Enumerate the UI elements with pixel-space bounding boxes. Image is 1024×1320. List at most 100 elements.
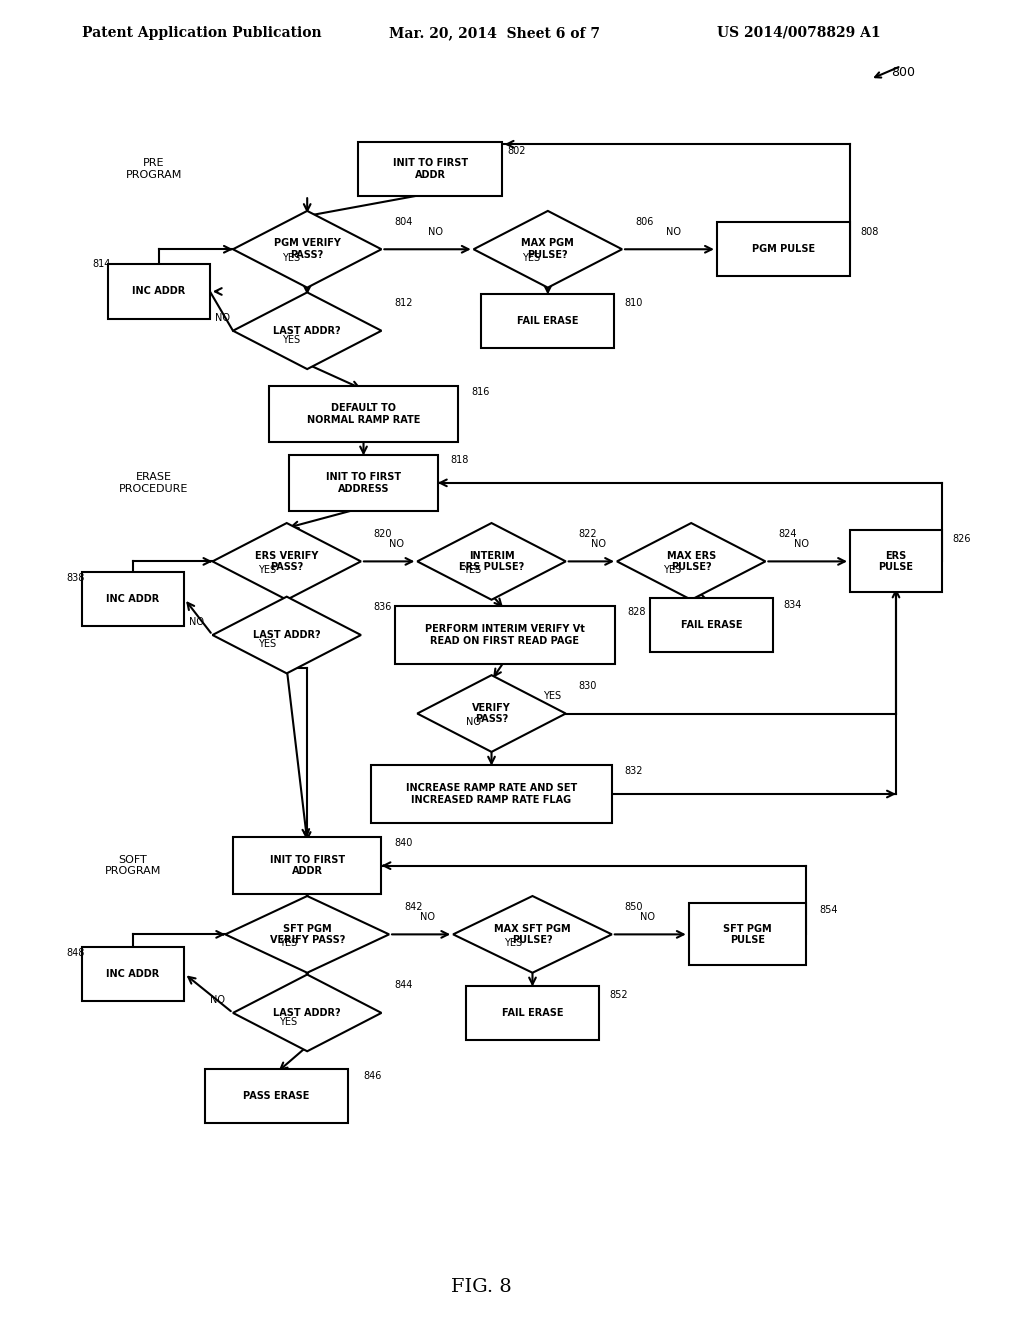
Text: VERIFY
PASS?: VERIFY PASS? [472, 702, 511, 725]
Text: NO: NO [389, 539, 404, 549]
Text: INC ADDR: INC ADDR [132, 286, 185, 297]
Text: 848: 848 [67, 948, 85, 958]
Polygon shape [453, 896, 612, 973]
Text: NO: NO [466, 717, 481, 727]
FancyBboxPatch shape [82, 946, 184, 1001]
Text: 816: 816 [471, 387, 489, 396]
Text: 852: 852 [609, 990, 628, 1001]
Text: YES: YES [463, 565, 481, 576]
Text: 834: 834 [783, 599, 802, 610]
Text: 806: 806 [635, 216, 653, 227]
Text: DEFAULT TO
NORMAL RAMP RATE: DEFAULT TO NORMAL RAMP RATE [307, 404, 420, 425]
Text: 838: 838 [67, 573, 85, 583]
Text: 822: 822 [579, 529, 597, 539]
Text: 814: 814 [92, 259, 111, 269]
Text: 810: 810 [625, 298, 643, 308]
Text: YES: YES [522, 253, 541, 263]
FancyBboxPatch shape [358, 141, 502, 195]
Text: US 2014/0078829 A1: US 2014/0078829 A1 [717, 26, 881, 40]
Text: PGM PULSE: PGM PULSE [752, 244, 815, 255]
Text: INCREASE RAMP RATE AND SET
INCREASED RAMP RATE FLAG: INCREASE RAMP RATE AND SET INCREASED RAM… [406, 783, 578, 805]
Text: YES: YES [258, 639, 276, 649]
Text: INIT TO FIRST
ADDR: INIT TO FIRST ADDR [269, 855, 345, 876]
FancyBboxPatch shape [395, 606, 614, 664]
Text: YES: YES [663, 565, 681, 576]
Text: NO: NO [428, 227, 442, 236]
Polygon shape [225, 896, 389, 973]
Text: Mar. 20, 2014  Sheet 6 of 7: Mar. 20, 2014 Sheet 6 of 7 [389, 26, 600, 40]
Text: PERFORM INTERIM VERIFY Vt
READ ON FIRST READ PAGE: PERFORM INTERIM VERIFY Vt READ ON FIRST … [425, 624, 585, 645]
FancyBboxPatch shape [82, 572, 184, 626]
FancyBboxPatch shape [205, 1069, 348, 1123]
Text: MAX SFT PGM
PULSE?: MAX SFT PGM PULSE? [495, 924, 570, 945]
Polygon shape [232, 974, 381, 1051]
FancyBboxPatch shape [108, 264, 210, 318]
Polygon shape [616, 523, 766, 599]
Polygon shape [418, 675, 565, 752]
Text: NO: NO [420, 912, 435, 921]
Text: 812: 812 [394, 298, 413, 308]
Polygon shape [232, 211, 381, 288]
Text: 824: 824 [778, 529, 797, 539]
FancyBboxPatch shape [850, 531, 942, 593]
FancyBboxPatch shape [650, 598, 773, 652]
Text: INTERIM
ERS PULSE?: INTERIM ERS PULSE? [459, 550, 524, 572]
Text: YES: YES [279, 1016, 297, 1027]
Text: 832: 832 [625, 767, 643, 776]
Text: MAX PGM
PULSE?: MAX PGM PULSE? [521, 239, 574, 260]
Text: 818: 818 [451, 455, 469, 465]
Text: 842: 842 [404, 902, 423, 912]
Text: NO: NO [210, 995, 225, 1005]
Text: YES: YES [504, 939, 522, 948]
Polygon shape [213, 523, 361, 599]
Polygon shape [213, 597, 361, 673]
Text: ERASE
PROCEDURE: ERASE PROCEDURE [119, 473, 188, 494]
Text: 804: 804 [394, 216, 413, 227]
Text: NO: NO [592, 539, 606, 549]
Text: 846: 846 [364, 1071, 382, 1081]
FancyBboxPatch shape [688, 903, 807, 965]
Text: 840: 840 [394, 838, 413, 847]
Text: INC ADDR: INC ADDR [106, 969, 160, 978]
Text: FIG. 8: FIG. 8 [451, 1278, 512, 1296]
Text: LAST ADDR?: LAST ADDR? [273, 326, 341, 335]
Text: 808: 808 [860, 227, 879, 236]
Text: INIT TO FIRST
ADDRESS: INIT TO FIRST ADDRESS [326, 473, 401, 494]
Text: 844: 844 [394, 981, 413, 990]
Text: ERS
PULSE: ERS PULSE [879, 550, 913, 572]
Text: INC ADDR: INC ADDR [106, 594, 160, 603]
FancyBboxPatch shape [717, 222, 850, 276]
Text: ERS VERIFY
PASS?: ERS VERIFY PASS? [255, 550, 318, 572]
Text: 826: 826 [952, 533, 971, 544]
Text: NO: NO [189, 618, 205, 627]
Text: NO: NO [794, 539, 809, 549]
Text: SFT PGM
PULSE: SFT PGM PULSE [723, 924, 772, 945]
Text: FAIL ERASE: FAIL ERASE [502, 1008, 563, 1018]
Polygon shape [418, 523, 565, 599]
Text: PGM VERIFY
PASS?: PGM VERIFY PASS? [273, 239, 341, 260]
Text: PRE
PROGRAM: PRE PROGRAM [125, 158, 182, 180]
Text: 802: 802 [507, 147, 525, 156]
Text: 854: 854 [819, 904, 838, 915]
Text: 828: 828 [628, 607, 646, 618]
Text: YES: YES [282, 334, 300, 345]
Text: SOFT
PROGRAM: SOFT PROGRAM [104, 855, 162, 876]
Text: FAIL ERASE: FAIL ERASE [681, 620, 742, 630]
Text: YES: YES [279, 939, 297, 948]
Text: 820: 820 [374, 529, 392, 539]
Text: 836: 836 [374, 602, 392, 612]
FancyBboxPatch shape [268, 385, 458, 442]
Text: YES: YES [258, 565, 276, 576]
FancyBboxPatch shape [371, 764, 611, 824]
Text: NO: NO [640, 912, 655, 921]
Text: FAIL ERASE: FAIL ERASE [517, 315, 579, 326]
Text: SFT PGM
VERIFY PASS?: SFT PGM VERIFY PASS? [269, 924, 345, 945]
FancyBboxPatch shape [289, 454, 438, 511]
Text: LAST ADDR?: LAST ADDR? [273, 1008, 341, 1018]
Text: INIT TO FIRST
ADDR: INIT TO FIRST ADDR [392, 158, 468, 180]
FancyBboxPatch shape [232, 837, 381, 894]
FancyBboxPatch shape [481, 294, 614, 348]
Text: Patent Application Publication: Patent Application Publication [82, 26, 322, 40]
Text: YES: YES [543, 690, 561, 701]
Text: YES: YES [282, 253, 300, 263]
